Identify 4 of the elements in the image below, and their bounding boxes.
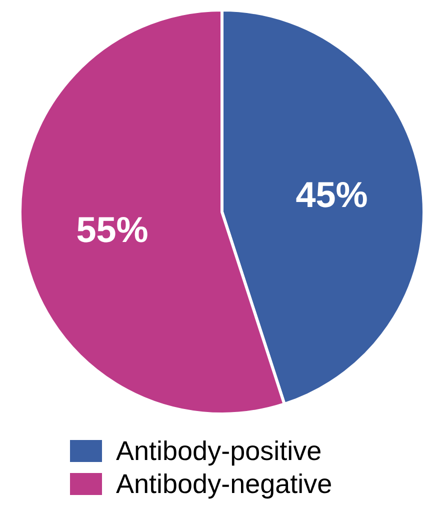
legend-label: Antibody-negative [116,469,332,499]
legend-label: Antibody-positive [116,436,322,466]
data-label: 45% [296,174,368,216]
data-label: 55% [76,208,148,250]
